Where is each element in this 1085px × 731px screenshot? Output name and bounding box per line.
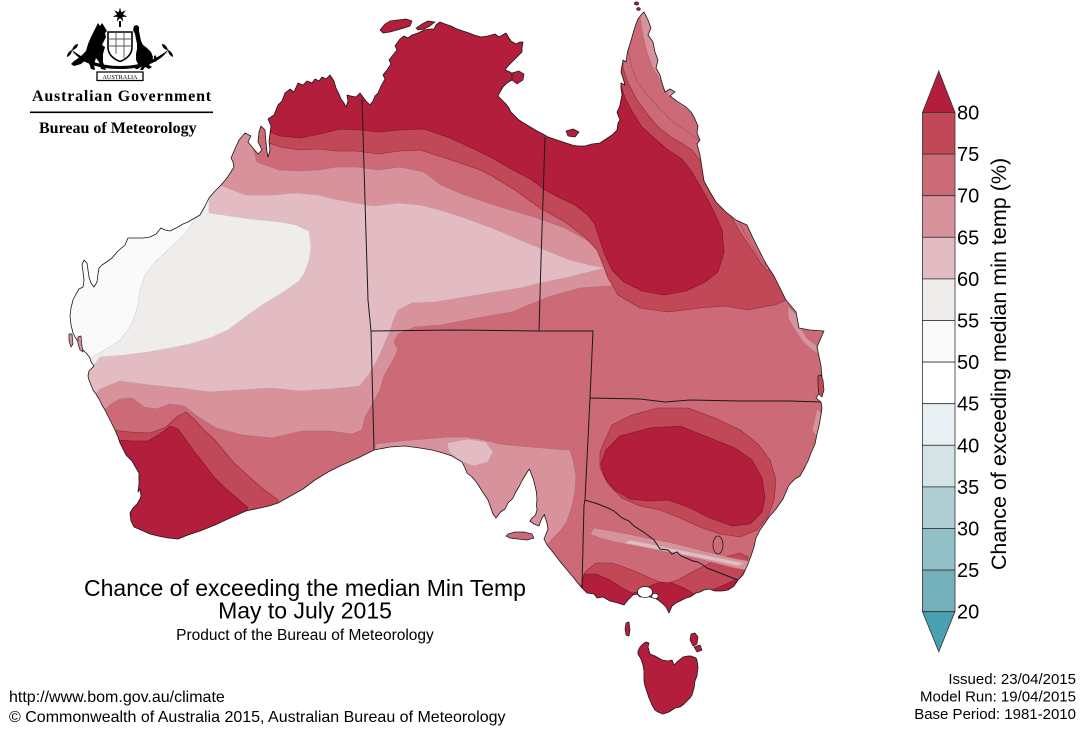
svg-text:AUSTRALIA: AUSTRALIA <box>102 74 138 81</box>
svg-text:Chance of exceeding the median: Chance of exceeding the median Min Temp <box>84 575 526 601</box>
svg-text:May to July 2015: May to July 2015 <box>218 598 392 624</box>
svg-text:Chance of exceeding median min: Chance of exceeding median min temp (%) <box>987 158 1011 570</box>
svg-text:http://www.bom.gov.au/climate: http://www.bom.gov.au/climate <box>9 689 225 706</box>
svg-text:40: 40 <box>957 435 979 457</box>
svg-text:50: 50 <box>957 352 979 374</box>
svg-text:80: 80 <box>957 103 979 125</box>
svg-text:60: 60 <box>957 269 979 291</box>
svg-text:70: 70 <box>957 186 979 208</box>
svg-text:55: 55 <box>957 311 979 333</box>
svg-text:20: 20 <box>957 602 979 624</box>
svg-text:25: 25 <box>957 560 979 582</box>
svg-text:Issued: 23/04/2015: Issued: 23/04/2015 <box>948 671 1076 688</box>
svg-text:Base Period: 1981-2010: Base Period: 1981-2010 <box>914 706 1076 723</box>
svg-text:35: 35 <box>957 477 979 499</box>
svg-text:75: 75 <box>957 144 979 166</box>
svg-text:Bureau of Meteorology: Bureau of Meteorology <box>39 120 197 137</box>
svg-text:Australian Government: Australian Government <box>32 88 212 105</box>
svg-text:65: 65 <box>957 227 979 249</box>
svg-text:© Commonwealth of Australia 20: © Commonwealth of Australia 2015, Austra… <box>9 709 506 726</box>
svg-text:30: 30 <box>957 519 979 541</box>
svg-text:45: 45 <box>957 394 979 416</box>
svg-text:Product of the Bureau of Meteo: Product of the Bureau of Meteorology <box>176 627 434 644</box>
svg-text:Model Run: 19/04/2015: Model Run: 19/04/2015 <box>920 689 1076 706</box>
